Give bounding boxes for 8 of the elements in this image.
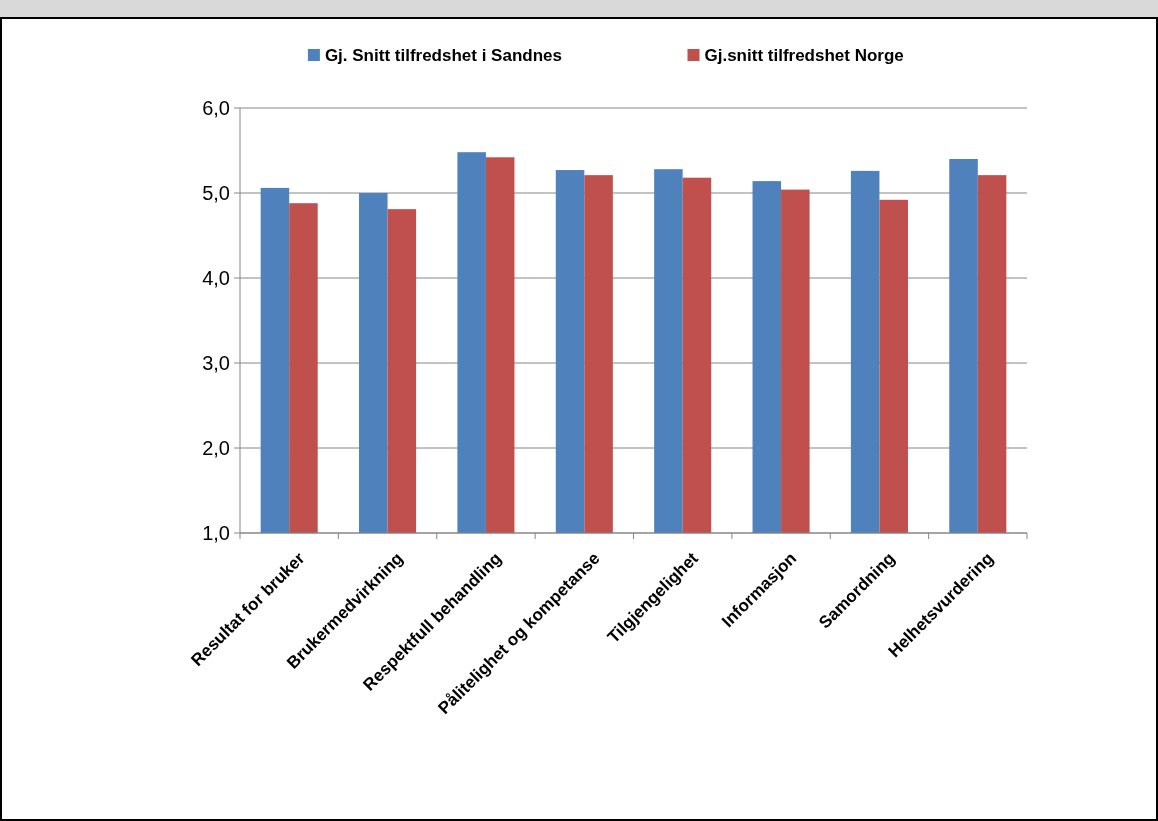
- y-tick-label: 3,0: [202, 352, 230, 374]
- legend-label: Gj.snitt tilfredshet Norge: [704, 45, 904, 65]
- y-tick-label: 2,0: [202, 437, 230, 459]
- y-tick-label: 1,0: [202, 522, 230, 544]
- y-tick-label: 4,0: [202, 267, 230, 289]
- legend-label: Gj. Snitt tilfredshet i Sandnes: [324, 45, 562, 65]
- y-tick-label: 6,0: [202, 97, 230, 119]
- y-tick-label: 5,0: [202, 182, 230, 204]
